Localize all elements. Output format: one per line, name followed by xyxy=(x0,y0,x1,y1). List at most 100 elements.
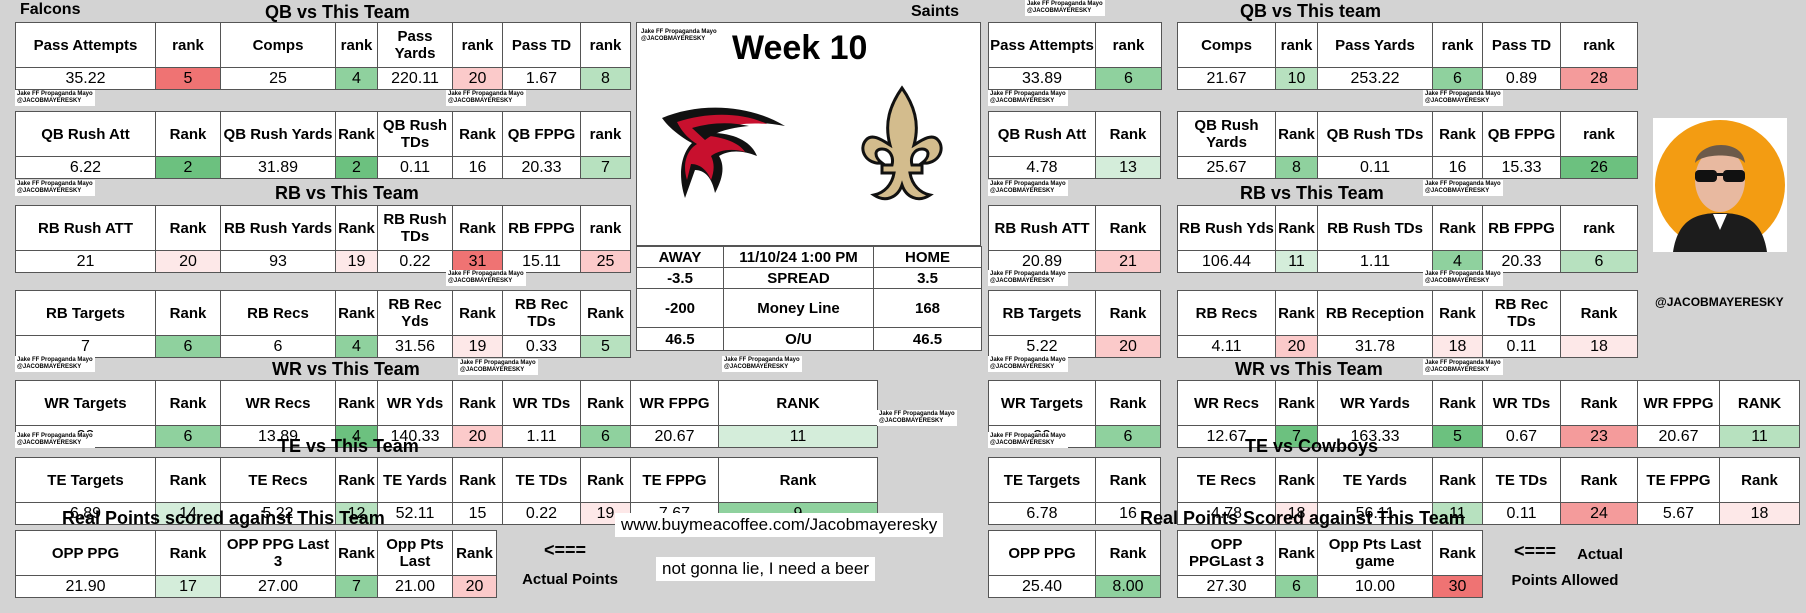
right-wr-title: WR vs This Team xyxy=(1235,359,1383,379)
table-cell: 18 xyxy=(1432,335,1483,358)
table-cell: Rank xyxy=(580,290,631,336)
table-cell: RB Rec Yds xyxy=(377,290,453,336)
table-cell: RB Recs xyxy=(220,290,336,336)
table-cell: RB Rec TDs xyxy=(502,290,581,336)
table-cell: 4.78 xyxy=(1177,502,1276,525)
table-cell: 4 xyxy=(335,67,378,90)
table-cell: Rank xyxy=(452,530,497,576)
table-cell: 0.22 xyxy=(377,250,453,273)
right-rb-table-2: RB Recs Rank RB Reception Rank RB Rec TDs Ran… xyxy=(1177,290,1638,358)
table-cell: 26 xyxy=(1560,156,1638,179)
table-cell: 0.11 xyxy=(1482,502,1561,525)
week-title: Week 10 xyxy=(732,29,868,67)
table-cell: TE TDs xyxy=(502,457,581,503)
twitter-handle[interactable]: @JACOBMAYERESKY xyxy=(1655,295,1784,309)
table-cell: AWAY xyxy=(636,246,724,268)
watermark: Jake FF Propaganda Mayo @JACOBMAYERESKY xyxy=(1423,180,1503,196)
table-cell: QB Rush TDs xyxy=(377,111,453,157)
watermark: Jake FF Propaganda Mayo @JACOBMAYERESKY xyxy=(988,180,1068,196)
right-rb-targets-table: RB Targets Rank 5.22 20 xyxy=(988,290,1161,358)
table-cell: Rank xyxy=(580,380,631,426)
falcons-logo xyxy=(662,107,785,198)
table-cell: 25.67 xyxy=(1177,156,1276,179)
table-cell: 5 xyxy=(580,335,631,358)
table-cell: 4 xyxy=(335,335,378,358)
watermark: Jake FF Propaganda Mayo @JACOBMAYERESKY xyxy=(639,28,719,44)
table-cell: 20 xyxy=(1275,335,1318,358)
table-cell: rank xyxy=(1560,111,1638,157)
table-cell: 0.33 xyxy=(502,335,581,358)
table-cell: 18 xyxy=(1719,502,1800,525)
table-cell: rank xyxy=(580,22,631,68)
table-cell: RB Rush Yards xyxy=(220,205,336,251)
left-qb-title: QB vs This Team xyxy=(265,2,410,22)
table-cell: Comps xyxy=(1177,22,1276,68)
table-cell: 46.5 xyxy=(873,327,982,351)
table-cell: 0.22 xyxy=(502,502,581,525)
table-cell: RANK xyxy=(718,380,878,426)
table-cell: 17 xyxy=(155,575,221,598)
table-cell: 93 xyxy=(220,250,336,273)
table-cell: 1.11 xyxy=(1317,250,1433,273)
table-cell: 6 xyxy=(155,425,221,448)
watermark: Jake FF Propaganda Mayo @JACOBMAYERESKY xyxy=(15,356,95,372)
table-cell: RB Rush TDs xyxy=(377,205,453,251)
table-cell: 253.22 xyxy=(1317,67,1433,90)
table-cell: RB Rush ATT xyxy=(15,205,156,251)
table-cell: 0.67 xyxy=(1482,425,1561,448)
table-cell: Rank xyxy=(155,290,221,336)
table-cell: 6.22 xyxy=(15,156,156,179)
table-cell: 6 xyxy=(155,335,221,358)
table-cell: Rank xyxy=(580,457,631,503)
table-cell: Rank xyxy=(1560,290,1638,336)
table-cell: 7 xyxy=(1275,425,1318,448)
table-cell: 4 xyxy=(1432,250,1483,273)
table-cell: 1.67 xyxy=(502,67,581,90)
table-cell: Rank xyxy=(1432,111,1483,157)
table-cell: 11 xyxy=(1275,250,1318,273)
watermark: Jake FF Propaganda Mayo @JACOBMAYERESKY xyxy=(15,90,95,106)
left-wr-table: WR Targets Rank WR Recs Rank WR Yds Rank WR TD… xyxy=(15,380,878,448)
right-te-table: TE Recs Rank TE Yards Rank TE TDs Rank TE FPPG… xyxy=(1177,457,1800,525)
table-cell: rank xyxy=(1560,22,1638,68)
table-cell: 1.11 xyxy=(502,425,581,448)
table-cell: 11 xyxy=(1719,425,1800,448)
table-cell: 7 xyxy=(580,156,631,179)
table-cell: Rank xyxy=(1275,111,1318,157)
right-qb-attempts-rank: rank 6 xyxy=(1095,22,1162,90)
table-cell: 220.11 xyxy=(377,67,453,90)
table-cell: Rank xyxy=(452,205,503,251)
table-cell: 52.11 xyxy=(377,502,453,525)
coffee-link[interactable]: www.buymeacoffee.com/Jacobmayeresky xyxy=(615,513,944,537)
table-cell: 46.5 xyxy=(636,327,724,351)
table-cell: 27.00 xyxy=(220,575,336,598)
table-cell: RB Rush Yds xyxy=(1177,205,1276,251)
table-cell: RANK xyxy=(1719,380,1800,426)
left-qb-table-2: QB Rush Att Rank QB Rush Yards Rank QB Rush … xyxy=(15,111,631,179)
table-cell: 20 xyxy=(452,67,503,90)
table-cell: 21.67 xyxy=(1177,67,1276,90)
table-cell: Rank xyxy=(1560,457,1638,503)
watermark: Jake FF Propaganda Mayo @JACOBMAYERESKY xyxy=(988,356,1068,372)
table-cell: rank xyxy=(1560,205,1638,251)
table-cell: rank xyxy=(580,205,631,251)
table-cell: 20.67 xyxy=(1637,425,1720,448)
table-cell: rank xyxy=(335,22,378,68)
table-cell: TE Recs xyxy=(220,457,336,503)
table-cell: Rank xyxy=(1275,205,1318,251)
table-cell: 8.00 xyxy=(1095,575,1161,598)
table-cell: RB Targets xyxy=(15,290,156,336)
table-cell: 20.33 xyxy=(1482,250,1561,273)
table-cell: 20.33 xyxy=(502,156,581,179)
table-cell: 2 xyxy=(335,156,378,179)
table-cell: 16 xyxy=(1095,502,1161,525)
table-cell: Rank xyxy=(1275,380,1318,426)
right-qb-rush-att-table: QB Rush Att Rank 4.78 13 xyxy=(988,111,1161,179)
right-arrow: <=== xyxy=(1513,541,1557,561)
table-cell: 30 xyxy=(1432,575,1483,598)
table-cell: 23 xyxy=(1560,425,1638,448)
table-cell: Rank xyxy=(1719,457,1800,503)
table-cell: QB Rush TDs xyxy=(1317,111,1433,157)
table-cell: 12 xyxy=(335,502,378,525)
table-cell: RB FPPG xyxy=(502,205,581,251)
